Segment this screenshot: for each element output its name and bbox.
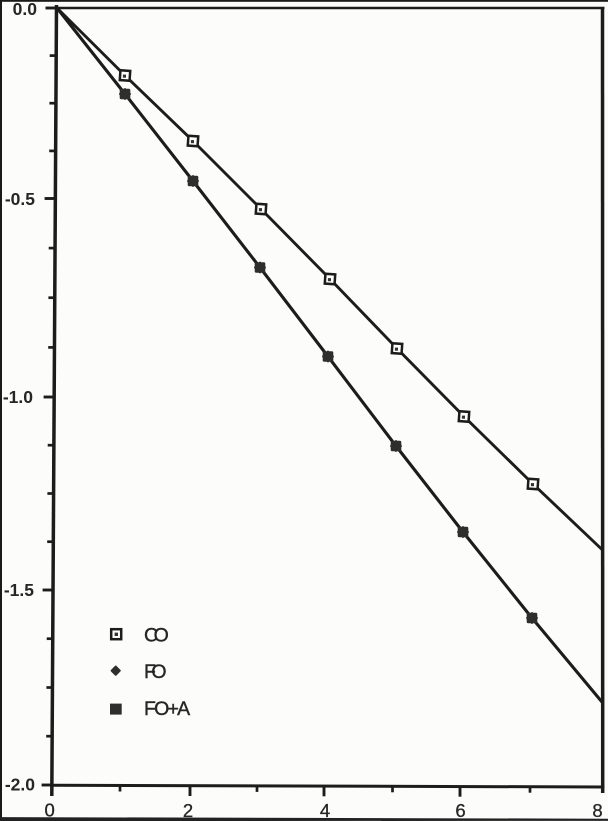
svg-text:4: 4	[320, 800, 330, 821]
svg-text:-0.5: -0.5	[5, 189, 35, 209]
svg-text:6: 6	[455, 800, 465, 821]
svg-text:-1.0: -1.0	[3, 387, 33, 407]
svg-text:-2.0: -2.0	[5, 775, 35, 795]
svg-text:CO: CO	[144, 625, 169, 647]
svg-text:FO: FO	[144, 661, 166, 683]
svg-text:8: 8	[592, 800, 602, 821]
svg-text:2: 2	[183, 800, 193, 821]
svg-text:-1.5: -1.5	[4, 580, 34, 600]
svg-text:FO+A: FO+A	[144, 698, 190, 720]
svg-text:0: 0	[44, 800, 54, 821]
svg-text:0.0: 0.0	[13, 0, 38, 19]
